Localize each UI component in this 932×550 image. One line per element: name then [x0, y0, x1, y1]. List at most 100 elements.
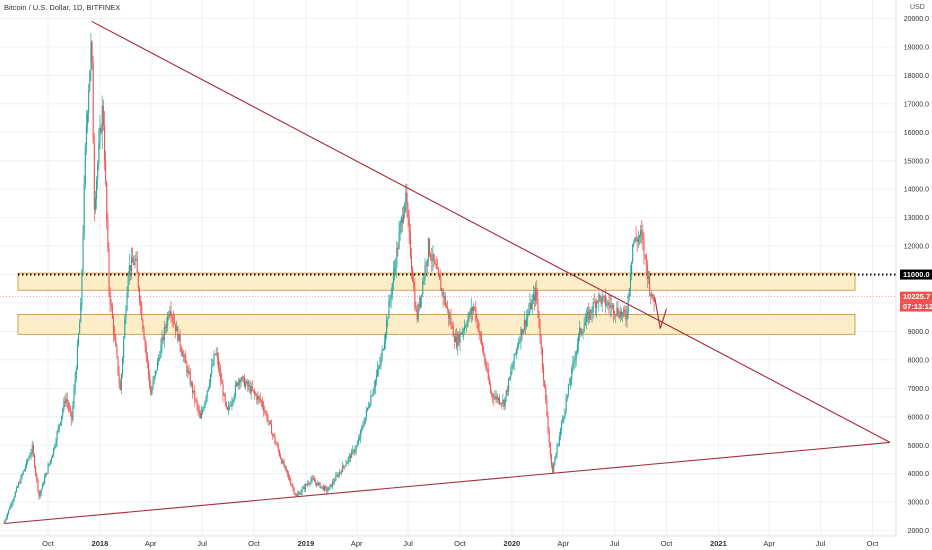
candle-body: [171, 316, 173, 318]
trendline: [654, 297, 668, 329]
candle-body: [457, 334, 459, 347]
candle-body: [538, 310, 540, 327]
candle-body: [587, 311, 589, 315]
candle-body: [511, 368, 513, 372]
candle-body: [462, 330, 464, 332]
candle-body: [531, 299, 533, 310]
candle-body: [4, 519, 6, 523]
candle-body: [310, 479, 312, 484]
candle-body: [184, 355, 186, 357]
candle-body: [433, 253, 435, 262]
candle-body: [62, 409, 64, 416]
candle-body: [241, 376, 243, 381]
price-tag-label: 10225.7: [903, 292, 930, 301]
candle-body: [198, 410, 200, 414]
candle-body: [291, 484, 293, 487]
candle-body: [106, 182, 108, 221]
candle-body: [430, 254, 432, 259]
candle-body: [46, 472, 48, 474]
candle-body: [5, 517, 7, 520]
candle-body: [584, 321, 586, 326]
candle-body: [502, 400, 504, 404]
candle-body: [320, 486, 322, 488]
candle-body: [395, 267, 397, 269]
candle-body: [76, 345, 78, 369]
candle-body: [243, 377, 246, 387]
candle-body: [550, 454, 553, 465]
candle-body: [166, 325, 168, 328]
candle-body: [96, 179, 98, 199]
candle-body: [68, 407, 71, 410]
candle-body: [276, 444, 278, 446]
trendline: [3, 441, 891, 525]
candle-body: [261, 401, 264, 406]
candle-body: [268, 420, 270, 422]
candle-body: [215, 353, 217, 355]
candle-body: [187, 370, 189, 373]
candle-body: [267, 420, 269, 422]
candle-body: [145, 345, 147, 355]
candle-body: [54, 446, 56, 448]
candle-body: [351, 450, 353, 458]
candle-body: [45, 472, 47, 478]
candle-body: [193, 390, 195, 393]
candle-body: [22, 471, 24, 475]
candle-body: [296, 494, 299, 496]
candle-body: [363, 423, 365, 426]
x-tick-label: Oct: [661, 539, 674, 548]
candle-body: [322, 486, 325, 491]
candle-body: [250, 386, 252, 393]
y-tick-label: 3000.0: [908, 500, 930, 507]
candle-body: [636, 239, 638, 242]
candle-body: [131, 257, 133, 272]
candle-body: [488, 378, 490, 385]
candle-body: [596, 301, 598, 309]
candle-body: [541, 348, 543, 367]
candle-body: [160, 345, 162, 358]
candle-body: [547, 415, 549, 431]
candle-body: [438, 269, 440, 275]
candle-body: [151, 388, 153, 395]
candle-body: [154, 370, 156, 377]
candle-body: [122, 358, 124, 375]
candle-body: [58, 424, 60, 428]
candle-body: [278, 450, 280, 456]
candle-body: [645, 254, 647, 266]
candle-body: [606, 305, 608, 306]
x-tick-label: Apr: [557, 539, 569, 548]
candle-body: [138, 288, 141, 301]
candle-body: [435, 263, 437, 269]
candle-body: [552, 464, 554, 473]
currency-label: USD: [910, 4, 925, 11]
candle-body: [196, 400, 198, 406]
candle-body: [523, 320, 525, 330]
candle-body: [43, 483, 45, 485]
candle-body: [115, 337, 117, 347]
x-tick-label: 2021: [710, 539, 727, 548]
candle-body: [217, 357, 220, 369]
candle-body: [108, 248, 110, 291]
candle-body: [88, 90, 90, 114]
candle-body: [98, 142, 100, 164]
x-tick-label: 2020: [504, 539, 521, 548]
candle-body: [410, 255, 413, 270]
candle-body: [213, 354, 215, 364]
candle-body: [102, 105, 104, 126]
candle-body: [483, 350, 485, 356]
candle-body: [182, 355, 185, 357]
candle-body: [519, 341, 521, 343]
candle-body: [605, 296, 607, 306]
candle-body: [228, 406, 230, 410]
candle-body: [592, 302, 594, 313]
candle-body: [506, 390, 508, 392]
candle-body: [378, 366, 380, 369]
candle-body: [492, 394, 494, 398]
candle-body: [354, 450, 356, 453]
x-axis[interactable]: Oct 2018 Apr Jul Oct 2019 Apr Jul Oct 2020 Apr Jul O…: [42, 539, 879, 548]
candle-body: [524, 320, 527, 326]
candle-body: [50, 457, 53, 461]
candle-body: [125, 310, 127, 320]
candle-body: [176, 326, 178, 332]
candle-body: [577, 334, 580, 345]
